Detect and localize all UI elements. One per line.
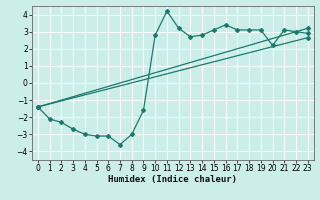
X-axis label: Humidex (Indice chaleur): Humidex (Indice chaleur) — [108, 175, 237, 184]
